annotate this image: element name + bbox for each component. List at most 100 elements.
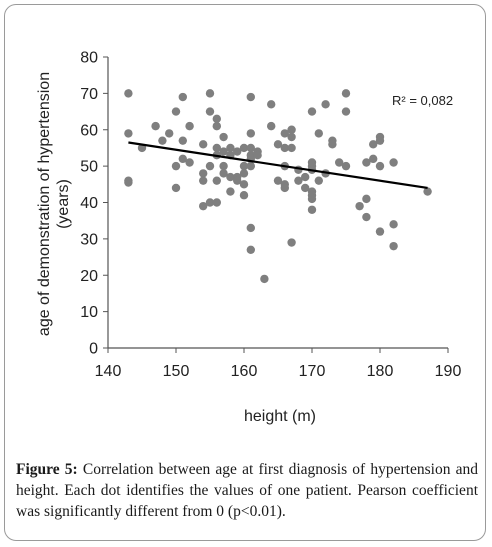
data-point: [239, 143, 249, 153]
data-point: [124, 89, 133, 98]
data-point: [233, 176, 242, 185]
data-point: [375, 227, 385, 236]
data-point: [246, 92, 255, 102]
caption-label: Figure 5:: [16, 461, 78, 478]
x-tick-label: 170: [299, 363, 326, 380]
data-point: [321, 100, 330, 109]
data-point: [171, 161, 181, 171]
data-point: [226, 143, 235, 153]
data-point: [171, 107, 181, 116]
data-point: [280, 143, 289, 153]
data-point: [219, 169, 228, 178]
data-point: [287, 143, 296, 153]
data-point: [246, 245, 255, 254]
data-point: [199, 140, 208, 149]
x-tick-label: 180: [367, 363, 394, 380]
x-axis-label: height (m): [244, 408, 316, 425]
y-tick-label: 60: [80, 122, 98, 139]
data-point: [307, 205, 317, 214]
data-point: [226, 187, 235, 196]
data-point: [178, 136, 187, 145]
data-point: [199, 169, 208, 178]
r-squared-annotation: R² = 0,082: [392, 93, 453, 108]
data-point: [369, 140, 378, 149]
y-axis-label-group: age of demonstration of hypertension (ye…: [36, 72, 72, 336]
y-tick-label: 0: [89, 341, 98, 358]
data-point: [307, 194, 317, 204]
data-point: [389, 241, 398, 251]
figure-caption: Figure 5: Correlation between age at fir…: [16, 459, 478, 522]
data-point: [355, 201, 364, 211]
chart-trendline-group: [128, 141, 428, 190]
x-tick-label: 150: [163, 363, 190, 380]
data-point: [246, 129, 255, 138]
data-point: [185, 158, 194, 167]
data-point: [362, 212, 371, 222]
caption-text: Correlation between age at first diagnos…: [16, 461, 478, 520]
data-point: [375, 161, 385, 171]
data-point: [423, 187, 432, 196]
data-point: [205, 89, 215, 98]
data-point: [246, 161, 255, 171]
data-point: [341, 89, 351, 98]
x-tick-label: 160: [231, 363, 258, 380]
data-point: [294, 176, 303, 185]
y-tick-label: 80: [80, 50, 98, 67]
data-point: [205, 161, 215, 171]
data-point: [246, 143, 255, 153]
data-point: [273, 140, 283, 149]
data-point: [280, 129, 289, 138]
data-point: [178, 92, 187, 102]
data-point: [205, 107, 215, 116]
y-tick-label: 10: [80, 304, 98, 321]
data-point: [171, 183, 181, 193]
data-point: [124, 129, 133, 138]
y-tick-label: 30: [80, 231, 98, 248]
data-point: [219, 147, 228, 156]
data-point: [267, 100, 276, 109]
data-point: [239, 161, 249, 171]
data-point: [212, 114, 221, 124]
data-point: [212, 143, 221, 153]
data-point: [287, 125, 296, 134]
data-point: [158, 136, 167, 145]
y-tick-label: 70: [80, 86, 98, 103]
data-point: [287, 132, 296, 142]
data-point: [273, 176, 283, 185]
data-point: [124, 178, 133, 187]
data-point: [301, 172, 310, 182]
data-point: [341, 161, 351, 171]
data-point: [212, 121, 221, 131]
chart-points: [124, 89, 432, 284]
x-tick-label: 140: [95, 363, 122, 380]
data-point: [287, 238, 296, 247]
data-point: [314, 176, 323, 185]
data-point: [219, 132, 228, 142]
data-point: [212, 176, 221, 185]
data-point: [246, 223, 255, 233]
data-point: [307, 107, 317, 116]
data-point: [219, 161, 228, 171]
data-point: [314, 129, 323, 138]
data-point: [151, 121, 160, 131]
y-tick-label: 20: [80, 268, 98, 285]
data-point: [369, 154, 378, 164]
x-tick-label: 190: [435, 363, 462, 380]
data-point: [239, 180, 249, 189]
data-point: [375, 136, 385, 145]
data-point: [226, 172, 235, 182]
data-point: [341, 107, 351, 116]
chart-ticks: 0 10 20 30 40 50 60 70 80 140 150 160 170 180 190: [80, 50, 461, 381]
data-point: [178, 154, 187, 164]
y-tick-label: 50: [80, 159, 98, 176]
data-point: [362, 158, 371, 167]
data-point: [205, 198, 215, 207]
data-point: [267, 121, 276, 131]
data-point: [362, 194, 371, 204]
data-point: [165, 129, 174, 138]
data-point: [199, 201, 208, 211]
data-point: [199, 176, 208, 185]
data-point: [212, 198, 221, 207]
data-point: [280, 183, 289, 193]
